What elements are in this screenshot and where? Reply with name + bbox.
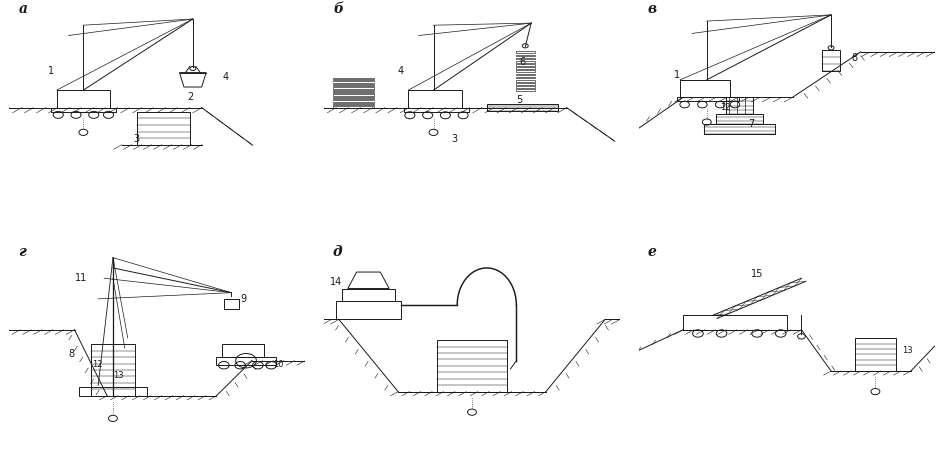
Bar	[333, 97, 375, 98]
Text: 12: 12	[720, 103, 731, 112]
Bar	[91, 344, 135, 396]
Bar	[515, 64, 535, 66]
Bar	[333, 82, 375, 84]
Bar	[515, 51, 535, 53]
Bar	[854, 338, 896, 371]
Text: 4: 4	[398, 65, 404, 76]
Bar	[515, 71, 535, 72]
Bar	[681, 80, 731, 98]
Bar	[216, 356, 276, 365]
Bar	[515, 61, 535, 63]
Bar	[79, 387, 147, 396]
Bar	[726, 98, 752, 114]
Text: 9: 9	[240, 294, 246, 304]
Bar	[515, 86, 535, 88]
Text: 4: 4	[223, 72, 228, 82]
Text: 8: 8	[851, 53, 858, 63]
Bar	[336, 301, 401, 320]
Bar	[515, 80, 535, 82]
Text: 6: 6	[519, 57, 526, 67]
Bar	[342, 289, 396, 301]
Text: 12: 12	[93, 360, 103, 369]
Bar	[436, 340, 508, 392]
Text: 8: 8	[69, 349, 75, 360]
Bar	[137, 112, 190, 145]
Bar	[515, 76, 535, 78]
Bar	[333, 78, 375, 79]
Bar	[515, 58, 535, 60]
Text: 2: 2	[187, 93, 194, 102]
Text: 15: 15	[751, 269, 764, 279]
Bar	[677, 98, 739, 102]
Text: 1: 1	[674, 70, 681, 80]
Text: 14: 14	[330, 278, 343, 287]
Bar	[333, 104, 375, 105]
Bar	[333, 87, 375, 88]
Bar	[333, 90, 375, 91]
Bar	[487, 104, 558, 111]
Bar	[515, 74, 535, 75]
Text: 13: 13	[113, 371, 124, 380]
Bar	[515, 55, 535, 56]
Bar	[404, 108, 469, 112]
Text: г: г	[18, 245, 26, 259]
Bar	[704, 124, 775, 135]
Text: 7: 7	[749, 119, 754, 129]
Text: 11: 11	[75, 273, 87, 283]
Text: 13: 13	[902, 346, 913, 355]
Bar	[683, 315, 786, 330]
Bar	[57, 90, 110, 108]
Text: 5: 5	[516, 95, 523, 105]
Bar	[822, 50, 840, 71]
Text: 3: 3	[134, 134, 140, 143]
Bar	[333, 92, 375, 93]
Bar	[224, 299, 239, 309]
Text: а: а	[18, 2, 27, 16]
Bar	[515, 83, 535, 85]
Text: е: е	[648, 245, 656, 259]
Text: д: д	[333, 245, 343, 259]
Text: б: б	[333, 2, 343, 16]
Text: 1: 1	[48, 65, 54, 76]
Bar	[409, 90, 462, 108]
Bar	[333, 99, 375, 100]
Text: в: в	[648, 2, 657, 16]
Bar	[333, 106, 375, 108]
Bar	[51, 108, 116, 112]
Bar	[333, 80, 375, 82]
Bar	[333, 85, 375, 86]
Bar	[333, 102, 375, 103]
Bar	[515, 89, 535, 91]
Bar	[716, 114, 763, 124]
Bar	[223, 344, 263, 356]
Bar	[515, 67, 535, 69]
Text: 3: 3	[451, 134, 458, 143]
Text: 10: 10	[273, 360, 283, 369]
Bar	[333, 94, 375, 96]
